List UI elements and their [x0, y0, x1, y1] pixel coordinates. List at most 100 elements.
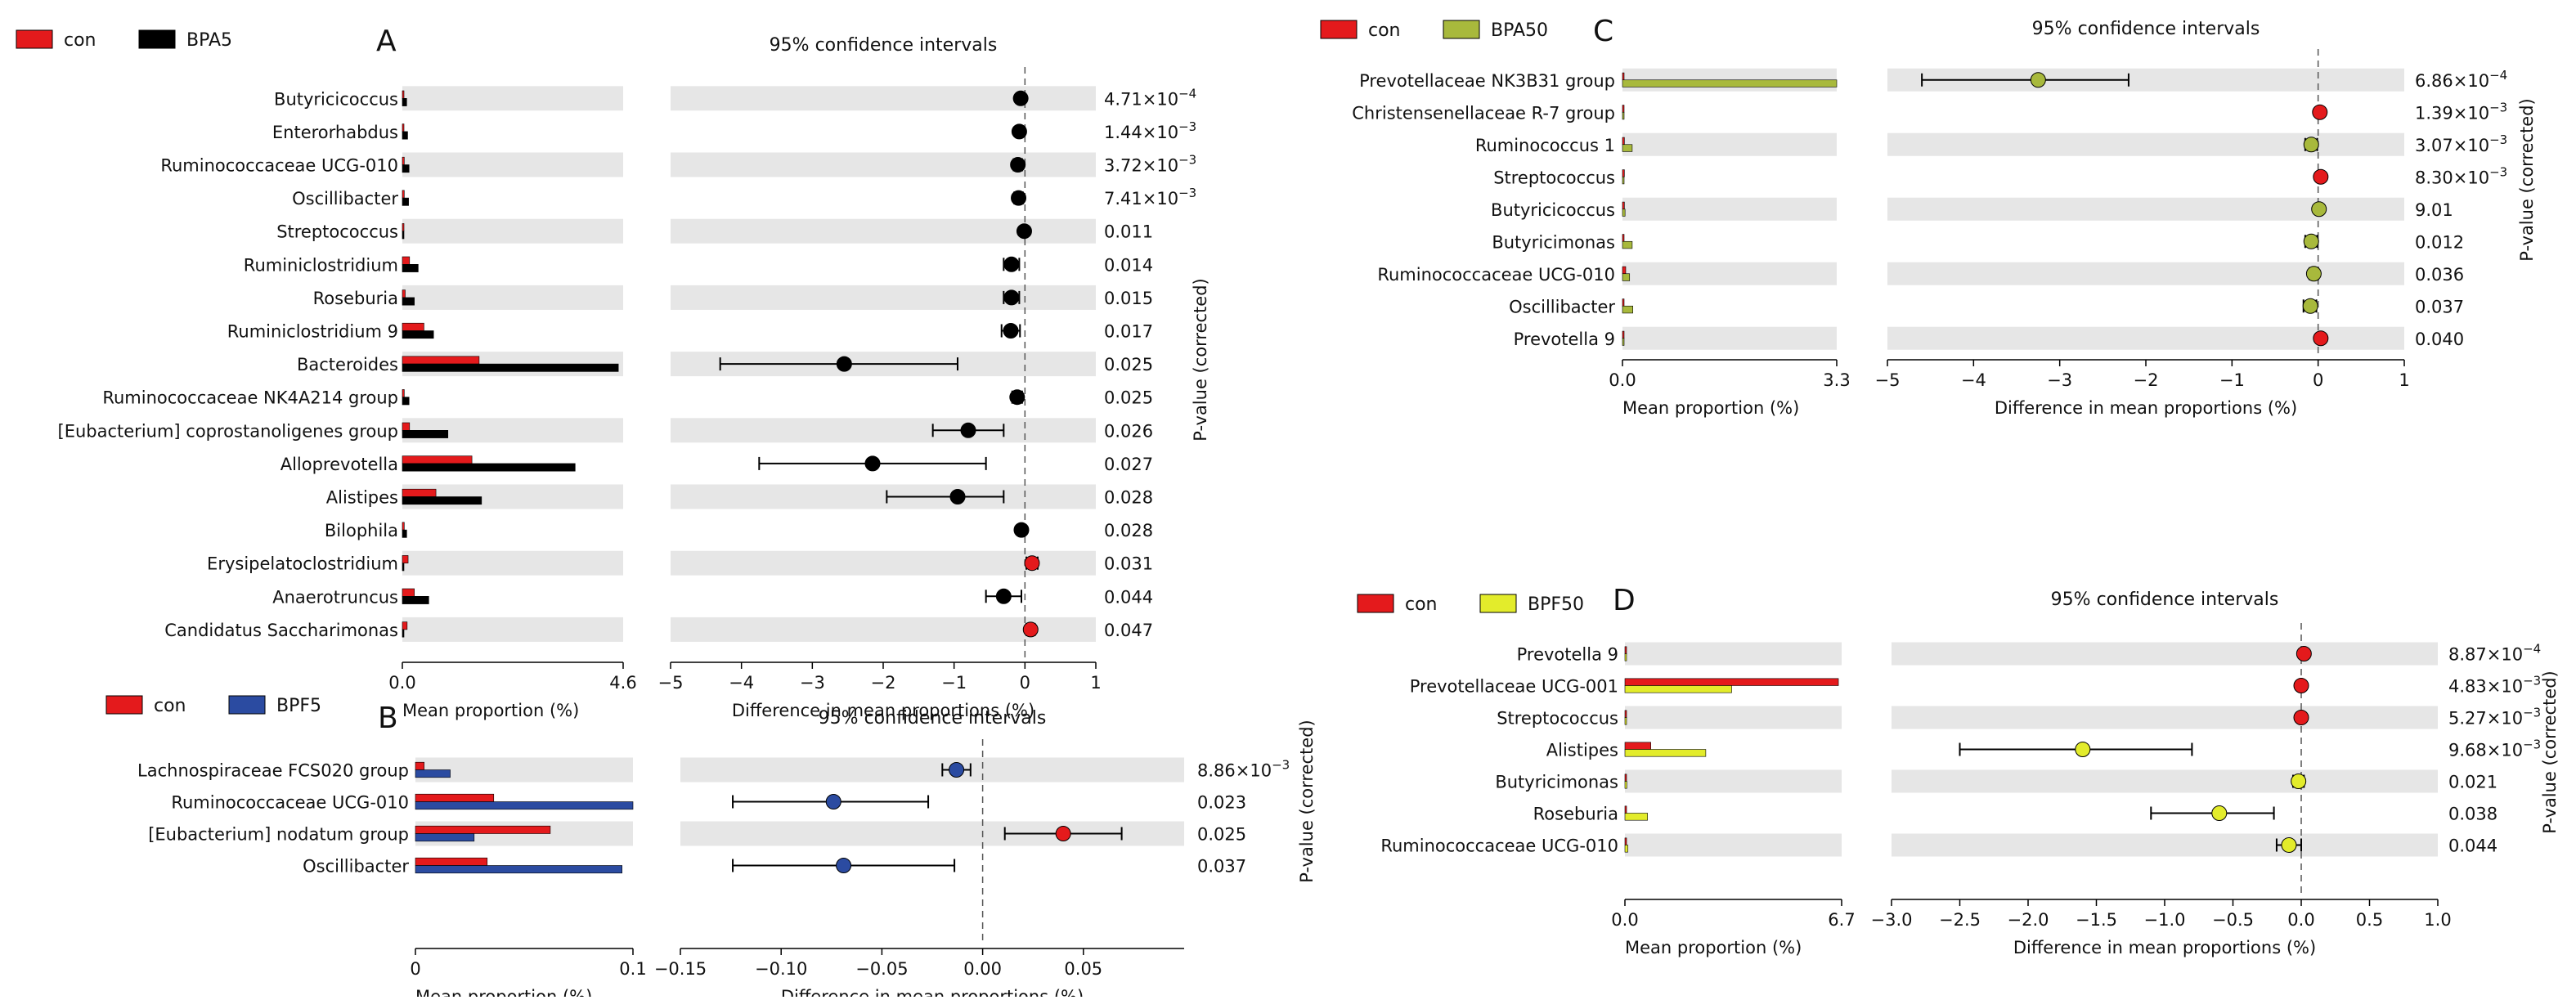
p-value: 0.026	[1104, 421, 1153, 441]
taxon-label: Butyricicoccus	[1491, 200, 1615, 220]
row-band-diff	[1892, 833, 2438, 857]
panel-letter-d: D	[1613, 584, 1636, 617]
diff-x-tick-label: 0	[1020, 673, 1030, 693]
taxon-label: Ruminiclostridium 9	[227, 322, 398, 342]
taxon-label: Ruminococcaceae UCG-010	[1380, 836, 1618, 856]
bar-con	[1624, 678, 1839, 686]
bar-con	[1624, 774, 1627, 782]
difference-point	[2311, 201, 2327, 217]
diff-x-tick-label: −0.15	[654, 959, 707, 979]
diff-x-tick-label: −1	[941, 673, 967, 693]
legend-label-con: con	[64, 30, 96, 51]
legend-swatch-con	[16, 29, 53, 49]
row-band-diff	[671, 484, 1096, 509]
p-value-mantissa: 9.68×10	[2448, 741, 2523, 760]
p-value-mantissa: 4.83×10	[2448, 677, 2523, 697]
difference-point	[995, 588, 1012, 604]
p-value-mantissa: 8.30×10	[2415, 168, 2489, 187]
p-value-mantissa: 3.07×10	[2415, 136, 2489, 155]
difference-point	[1009, 389, 1025, 406]
diff-x-tick-label: −4	[729, 673, 754, 693]
bar-con	[402, 488, 437, 497]
p-value-mantissa: 5.27×10	[2448, 709, 2523, 729]
p-value: 0.021	[2448, 773, 2497, 792]
taxon-label: Erysipelatoclostridium	[207, 554, 398, 574]
difference-point	[2030, 72, 2046, 88]
taxon-label: Prevotellaceae UCG-001	[1410, 677, 1618, 697]
row-band-bar	[402, 617, 623, 642]
legend-label-bpa5: BPA5	[186, 30, 232, 51]
bar-treatment	[415, 865, 622, 874]
bar-x-axis-title: Mean proportion (%)	[1622, 398, 1799, 418]
bar-x-axis-title: Mean proportion (%)	[402, 701, 579, 720]
bar-con	[1622, 169, 1625, 177]
p-value: 0.012	[2415, 232, 2464, 252]
taxon-label: Anaerotruncus	[272, 587, 398, 607]
taxon-label: Bacteroides	[297, 355, 398, 374]
taxon-label: Butyricimonas	[1495, 773, 1618, 792]
row-band-diff	[671, 418, 1096, 443]
diff-x-tick-label: −1.5	[2076, 910, 2117, 930]
bar-x-tick-label: 0.0	[1611, 910, 1638, 930]
p-value-mantissa: 9.01	[2415, 200, 2453, 220]
row-band-diff	[1887, 262, 2404, 285]
legend-label-bpa50: BPA50	[1491, 20, 1548, 41]
p-value: 0.025	[1104, 355, 1153, 374]
p-value-mantissa: 8.86×10	[1197, 761, 1272, 781]
diff-x-tick-label: −2.0	[2008, 910, 2049, 930]
bar-x-tick-label: 4.6	[609, 673, 636, 693]
row-band-bar	[415, 757, 633, 783]
p-value-exponent: −4	[1178, 86, 1196, 101]
row-band-bar	[1625, 769, 1842, 793]
bar-con	[1624, 710, 1627, 718]
legend-label-bpf50: BPF50	[1528, 594, 1584, 615]
difference-point	[2302, 298, 2318, 314]
difference-point	[1013, 522, 1030, 538]
taxon-label: Roseburia	[313, 289, 398, 308]
p-value-exponent: −3	[2489, 164, 2507, 179]
difference-point	[2313, 330, 2329, 347]
bar-con	[1624, 805, 1627, 814]
bar-con	[1622, 234, 1625, 242]
bar-treatment	[1622, 209, 1626, 217]
bar-treatment	[1624, 813, 1648, 821]
p-value: 3.07×10−3	[2415, 132, 2507, 155]
bar-treatment	[402, 263, 419, 272]
row-band-bar	[1625, 706, 1842, 729]
taxon-label: Oscillibacter	[292, 189, 398, 209]
row-band-bar	[1622, 197, 1837, 221]
p-value: 0.037	[1197, 857, 1246, 877]
p-value: 0.011	[1104, 222, 1153, 242]
p-value: 1.44×10−3	[1104, 119, 1196, 142]
diff-x-tick-label: −2.5	[1939, 910, 1981, 930]
bar-x-axis-title: Mean proportion (%)	[415, 987, 592, 997]
taxon-label: Christensenellaceae R-7 group	[1352, 103, 1615, 123]
taxon-label: Streptococcus	[276, 222, 398, 242]
bar-con	[402, 555, 409, 564]
p-value-mantissa: 0.031	[1104, 554, 1153, 574]
difference-point	[825, 794, 841, 809]
p-value-mantissa: 8.87×10	[2448, 645, 2523, 665]
bar-con	[1624, 646, 1627, 654]
diff-x-tick-label: −1	[2219, 370, 2245, 390]
p-value-mantissa: 0.047	[1104, 621, 1153, 640]
difference-point	[1011, 123, 1027, 140]
taxon-label: Oscillibacter	[303, 857, 409, 877]
diff-x-tick-label: 1	[1090, 673, 1101, 693]
p-value-mantissa: 1.39×10	[2415, 103, 2489, 123]
bar-treatment	[402, 363, 619, 372]
legend-swatch-bpf5	[228, 695, 266, 715]
p-value: 0.038	[2448, 805, 2497, 824]
taxon-label: Roseburia	[1533, 805, 1618, 824]
diff-x-axis-title: Difference in mean proportions (%)	[2013, 938, 2316, 957]
p-value: 0.028	[1104, 488, 1153, 508]
difference-point	[2211, 805, 2228, 821]
panel-letter-c: C	[1593, 15, 1613, 48]
panel-letter-a: A	[376, 25, 397, 58]
p-value: 9.68×10−3	[2448, 738, 2541, 760]
p-value-mantissa: 0.025	[1104, 355, 1153, 374]
bar-treatment	[1622, 305, 1634, 314]
p-value: 0.015	[1104, 289, 1153, 308]
diff-x-axis-title: Difference in mean proportions (%)	[1995, 398, 2297, 418]
